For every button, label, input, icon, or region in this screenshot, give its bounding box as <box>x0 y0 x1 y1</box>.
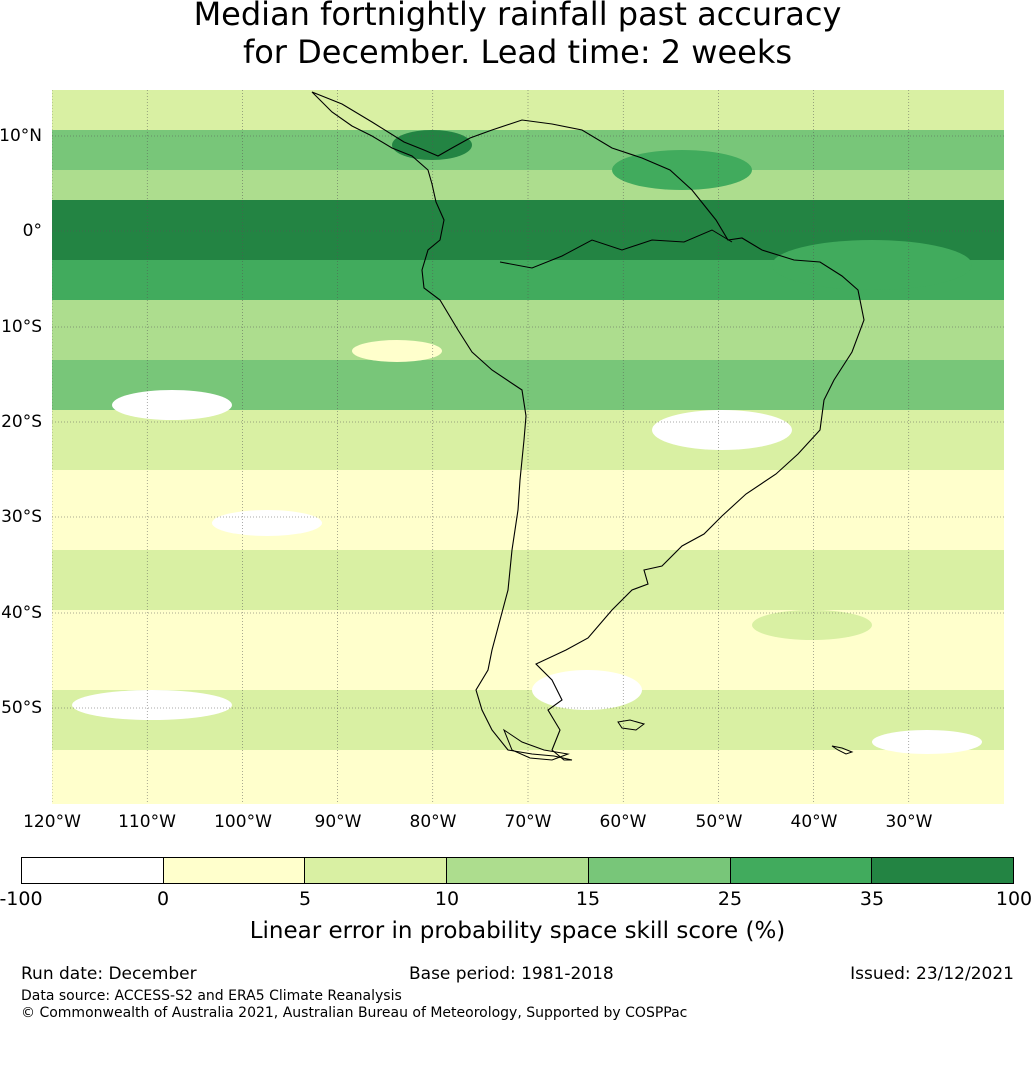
run-date: Run date: December <box>21 964 197 984</box>
colorbar-tick-25: 25 <box>717 888 743 910</box>
colorbar-tick-minus100: -100 <box>0 888 43 910</box>
map-canvas <box>52 90 1004 804</box>
base-period: Base period: 1981-2018 <box>409 964 614 984</box>
lon-label-70w: 70°W <box>504 812 552 832</box>
lat-label-20s: 20°S <box>1 412 42 432</box>
colorbar-tick-10: 10 <box>434 888 460 910</box>
lat-label-10n: 10°N <box>0 126 42 146</box>
lon-label-110w: 110°W <box>118 812 176 832</box>
colorbar-segment-6 <box>730 858 873 883</box>
lon-label-90w: 90°W <box>314 812 362 832</box>
skill-patch-4 <box>212 510 322 536</box>
graticule <box>52 90 1004 804</box>
colorbar-segment-5 <box>588 858 731 883</box>
lat-label-10s: 10°S <box>1 317 42 337</box>
skill-patch-10 <box>772 240 972 290</box>
lat-label-30s: 30°S <box>1 507 42 527</box>
skill-patch-1 <box>112 390 232 420</box>
lon-label-60w: 60°W <box>599 812 647 832</box>
skill-patch-5 <box>752 610 872 640</box>
tierra-del-fuego <box>502 728 570 761</box>
lat-label-50s: 50°S <box>1 698 42 718</box>
colorbar-segment-3 <box>305 858 448 883</box>
lat-label-40s: 40°S <box>1 603 42 623</box>
falkland-islands <box>617 719 646 731</box>
data-source: Data source: ACCESS-S2 and ERA5 Climate … <box>21 988 402 1004</box>
colorbar-tick-100: 100 <box>995 888 1033 910</box>
colorbar <box>21 857 1014 884</box>
south-america-coastline <box>311 91 865 761</box>
skill-band-8 <box>52 410 1004 470</box>
colorbar-segment-1 <box>22 858 164 883</box>
lon-label-120w: 120°W <box>23 812 81 832</box>
colorbar-segment-2 <box>163 858 306 883</box>
skill-patch-9 <box>612 150 752 190</box>
colorbar-segment-7 <box>872 858 1014 883</box>
skill-score-map <box>52 90 1004 804</box>
skill-patch-6 <box>532 670 642 710</box>
colorbar-segment-4 <box>447 858 589 883</box>
skill-patch-11 <box>392 130 472 160</box>
lon-label-50w: 50°W <box>695 812 743 832</box>
colorbar-tick-35: 35 <box>859 888 885 910</box>
colorbar-tick-5: 5 <box>298 888 312 910</box>
colorbar-tick-0: 0 <box>156 888 170 910</box>
skill-patch-3 <box>652 410 792 450</box>
skill-patch-8 <box>872 730 982 754</box>
issued-date: Issued: 23/12/2021 <box>850 964 1014 984</box>
map-title-line-1: Median fortnightly rainfall past accurac… <box>193 0 842 33</box>
lat-label-0: 0° <box>22 221 42 241</box>
skill-patch-2 <box>352 340 442 362</box>
lon-label-30w: 30°W <box>885 812 933 832</box>
copyright: © Commonwealth of Australia 2021, Austra… <box>21 1005 688 1021</box>
lon-label-40w: 40°W <box>790 812 838 832</box>
lon-label-100w: 100°W <box>214 812 272 832</box>
lon-label-80w: 80°W <box>409 812 457 832</box>
colorbar-label: Linear error in probability space skill … <box>249 918 786 944</box>
amazon-river <box>499 229 733 269</box>
colorbar-tick-15: 15 <box>575 888 601 910</box>
south-georgia <box>831 745 854 755</box>
skill-patch-7 <box>72 690 232 720</box>
map-title-line-2: for December. Lead time: 2 weeks <box>242 33 793 71</box>
